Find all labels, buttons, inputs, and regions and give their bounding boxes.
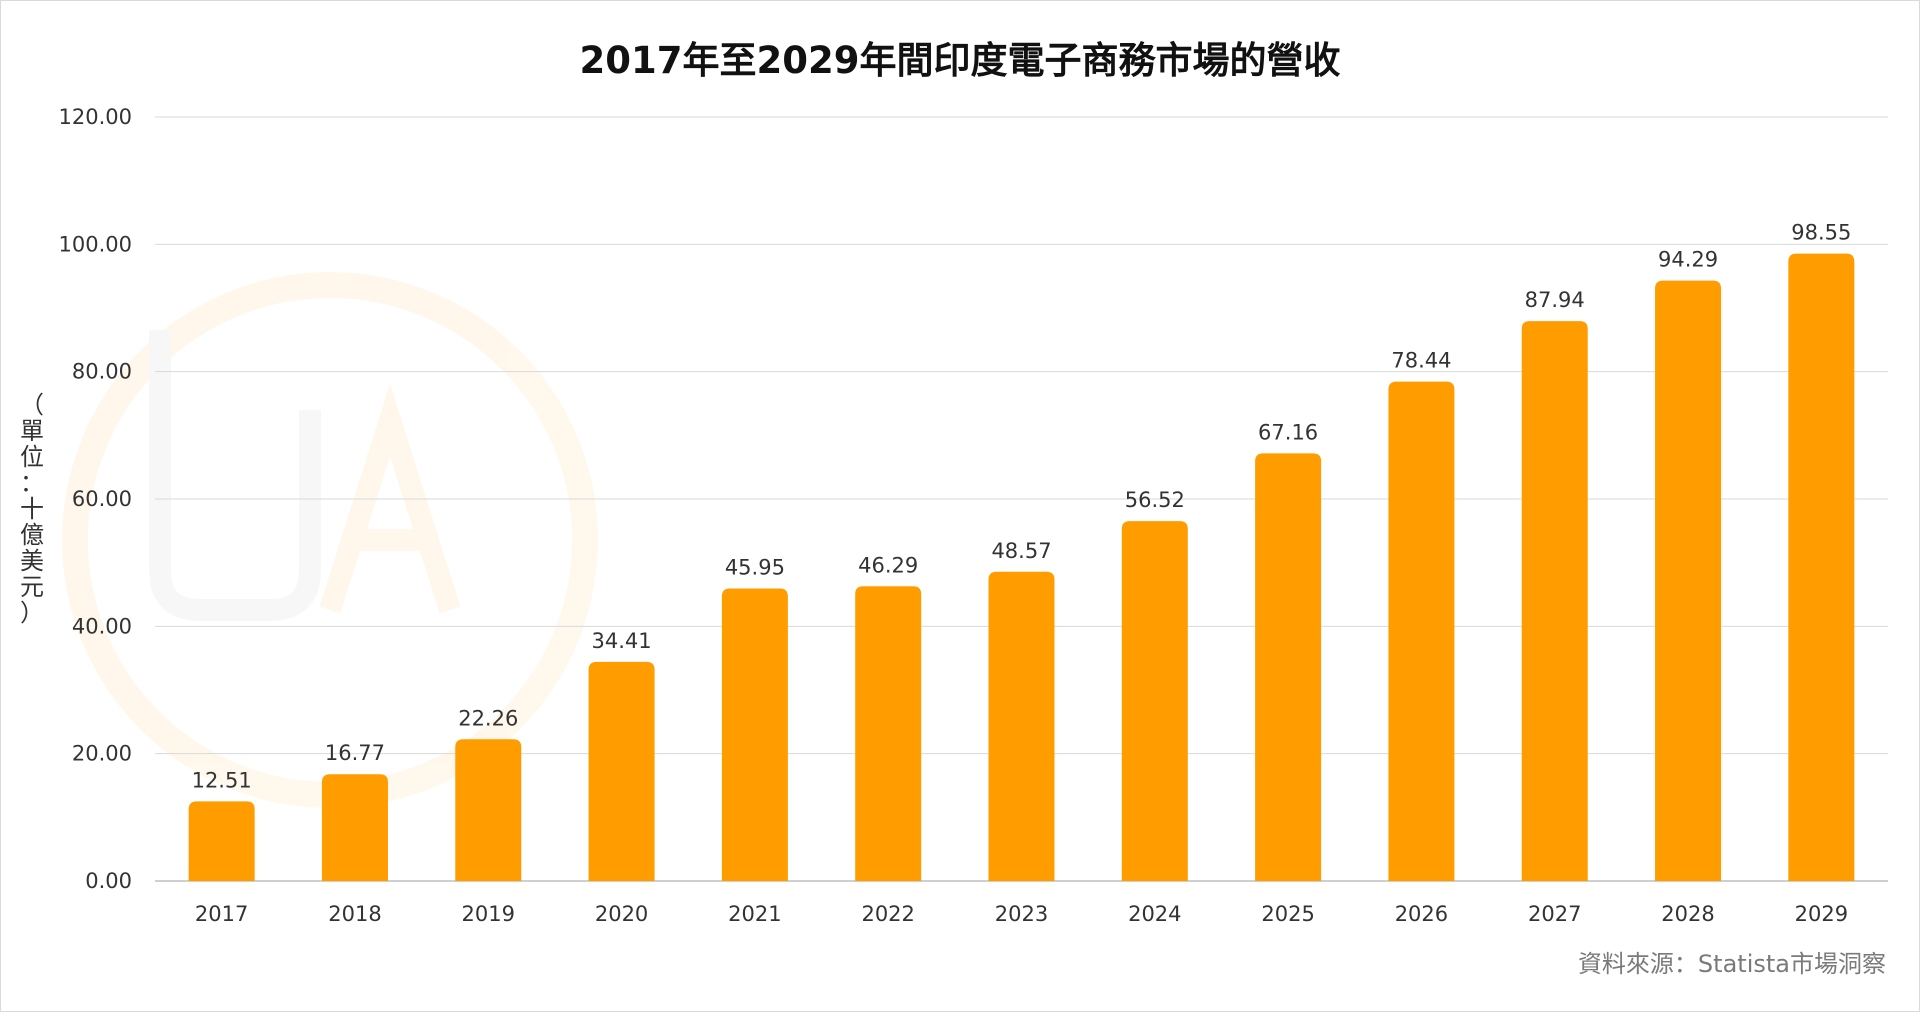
data-label: 12.51 bbox=[192, 768, 252, 792]
x-tick-label: 2018 bbox=[328, 902, 381, 926]
x-tick-label: 2020 bbox=[595, 902, 648, 926]
data-label: 67.16 bbox=[1258, 420, 1318, 444]
x-tick-label: 2017 bbox=[195, 902, 248, 926]
bar-2024 bbox=[1122, 521, 1188, 881]
x-tick-label: 2019 bbox=[462, 902, 515, 926]
data-label: 94.29 bbox=[1658, 248, 1718, 272]
x-tick-label: 2023 bbox=[995, 902, 1048, 926]
y-axis-label: （單位：十億美元） bbox=[14, 392, 50, 626]
x-tick-label: 2029 bbox=[1795, 902, 1848, 926]
data-label: 46.29 bbox=[858, 553, 918, 577]
bar-2017 bbox=[189, 801, 255, 881]
source-note: 資料來源：Statista市場洞察 bbox=[1578, 944, 1886, 979]
bar-2021 bbox=[722, 588, 788, 881]
data-label: 16.77 bbox=[325, 741, 385, 765]
y-tick-label: 20.00 bbox=[72, 742, 132, 766]
x-tick-label: 2022 bbox=[861, 902, 914, 926]
bar-2026 bbox=[1388, 382, 1454, 881]
y-tick-label: 40.00 bbox=[72, 614, 132, 638]
x-tick-label: 2021 bbox=[728, 902, 781, 926]
x-tick-label: 2028 bbox=[1661, 902, 1714, 926]
bar-2020 bbox=[589, 662, 655, 881]
bar-2022 bbox=[855, 586, 921, 881]
data-label: 34.41 bbox=[592, 629, 652, 653]
y-tick-label: 60.00 bbox=[72, 487, 132, 511]
y-tick-label: 80.00 bbox=[72, 360, 132, 384]
y-tick-label: 100.00 bbox=[59, 232, 132, 256]
bar-2025 bbox=[1255, 453, 1321, 881]
bar-2027 bbox=[1522, 321, 1588, 881]
x-axis-ticks: 2017 2018 2019 2020 2021 2022 2023 2024 2025 2026… bbox=[195, 902, 1848, 926]
y-tick-label: 0.00 bbox=[85, 869, 132, 893]
data-label: 22.26 bbox=[458, 706, 518, 730]
x-tick-label: 2026 bbox=[1395, 902, 1448, 926]
data-label: 98.55 bbox=[1791, 221, 1851, 245]
data-label: 56.52 bbox=[1125, 488, 1185, 512]
data-label: 87.94 bbox=[1525, 288, 1585, 312]
data-label: 78.44 bbox=[1391, 349, 1451, 373]
bar-2023 bbox=[989, 572, 1055, 881]
data-label: 45.95 bbox=[725, 555, 785, 579]
bar-2018 bbox=[322, 774, 388, 881]
data-label: 48.57 bbox=[991, 539, 1051, 563]
x-tick-label: 2025 bbox=[1261, 902, 1314, 926]
bar-2019 bbox=[455, 739, 521, 881]
x-tick-label: 2027 bbox=[1528, 902, 1581, 926]
bar-chart: 0.00 20.00 40.00 60.00 80.00 100.00 120.00 12.… bbox=[0, 0, 1920, 1012]
chart-title: 2017年至2029年間印度電子商務市場的營收 bbox=[0, 30, 1920, 84]
bar-2029 bbox=[1788, 254, 1854, 881]
y-tick-label: 120.00 bbox=[59, 105, 132, 129]
x-tick-label: 2024 bbox=[1128, 902, 1181, 926]
bar-2028 bbox=[1655, 281, 1721, 881]
